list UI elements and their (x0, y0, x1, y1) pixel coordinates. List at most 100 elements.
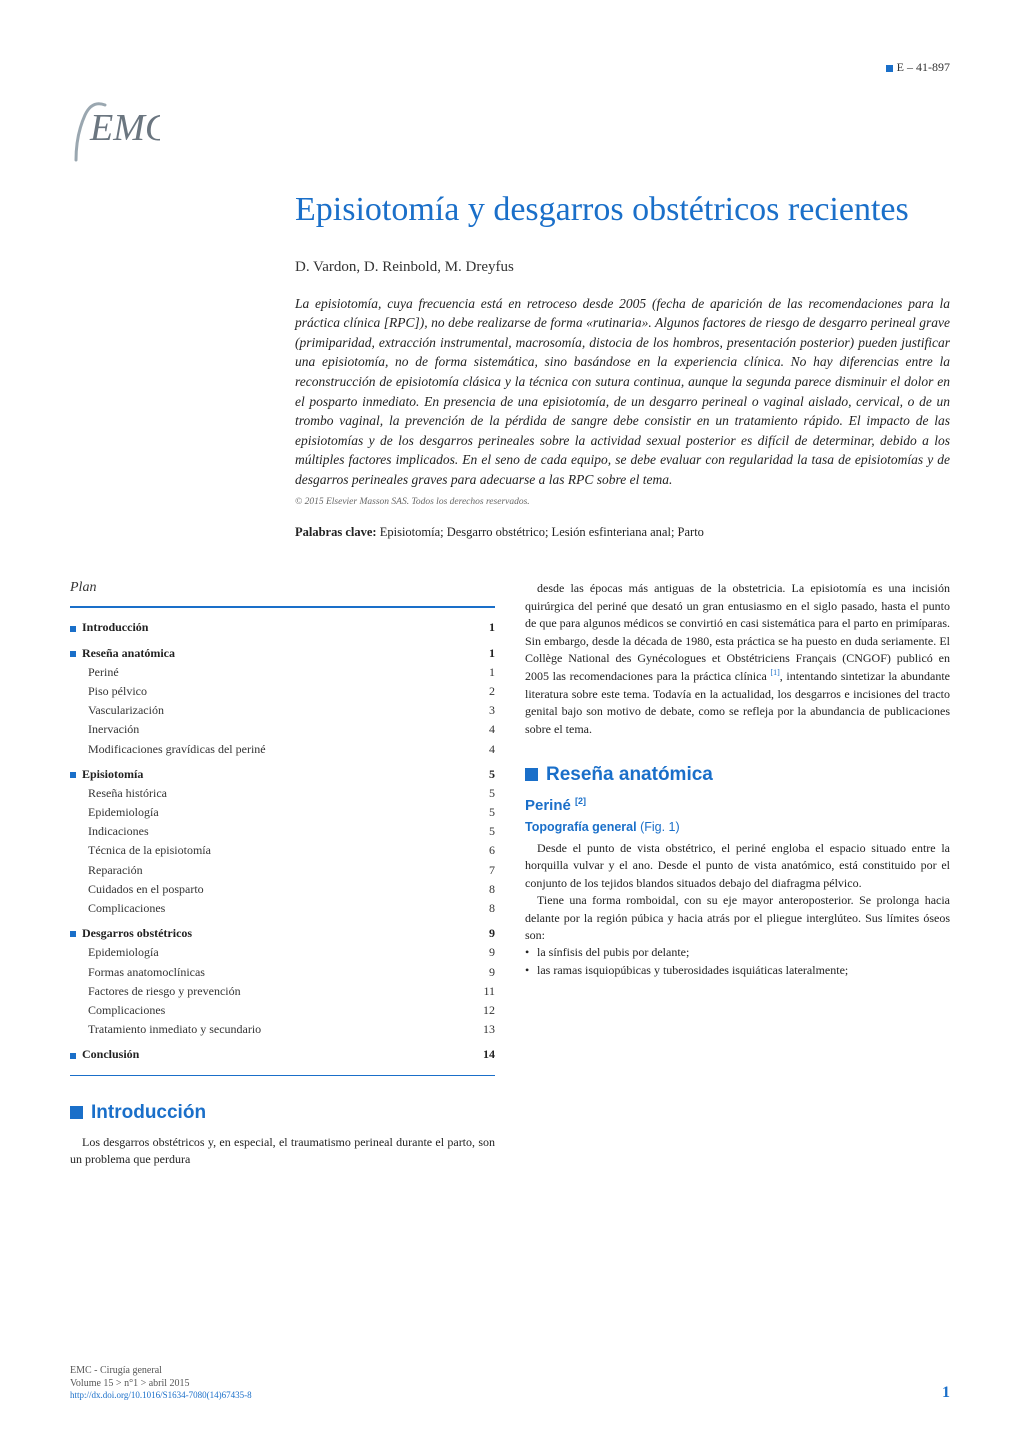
plan-item: Factores de riesgo y prevención 11 (70, 982, 495, 1001)
plan-item: Epidemiología 5 (70, 803, 495, 822)
page-footer: EMC - Cirugía general Volume 15 > n°1 > … (70, 1364, 950, 1402)
left-column: Plan Introducción1Reseña anatómica1Perin… (70, 580, 495, 1168)
perine-heading: Periné [2] (525, 796, 950, 814)
plan-item-page: 9 (489, 963, 495, 982)
intro-heading: Introducción (70, 1102, 495, 1124)
plan-item-label: Técnica de la episiotomía (88, 841, 211, 860)
plan-item-page: 5 (489, 803, 495, 822)
plan-item: Modificaciones gravídicas del periné4 (70, 740, 495, 759)
plan-item: Reparación7 (70, 861, 495, 880)
plan-item-label: Indicaciones (88, 822, 149, 841)
right-column: desde las épocas más antiguas de la obst… (525, 580, 950, 1168)
header-square-icon (886, 65, 893, 72)
emc-logo: EMC (70, 90, 160, 170)
abstract: La episiotomía, cuya frecuencia está en … (295, 294, 950, 490)
resena-heading-text: Reseña anatómica (546, 764, 713, 785)
intro-p1: Los desgarros obstétricos y, en especial… (70, 1134, 495, 1169)
plan-item: Epidemiología 9 (70, 943, 495, 962)
keywords-line: Palabras clave: Episiotomía; Desgarro ob… (295, 525, 950, 540)
plan-item-page: 1 (489, 618, 495, 637)
topo-p2: Tiene una forma romboidal, con su eje ma… (525, 892, 950, 944)
plan-item-label: Reseña anatómica (70, 644, 175, 663)
keywords-text: Episiotomía; Desgarro obstétrico; Lesión… (380, 525, 704, 539)
plan-item-label: Epidemiología (88, 803, 159, 822)
plan-item-label: Cuidados en el posparto (88, 880, 204, 899)
plan-item: Tratamiento inmediato y secundario13 (70, 1020, 495, 1039)
plan-square-icon (70, 1053, 76, 1059)
plan-item-page: 4 (489, 720, 495, 739)
plan-square-icon (70, 772, 76, 778)
topografia-body: Desde el punto de vista obstétrico, el p… (525, 840, 950, 944)
perine-heading-text: Periné (525, 797, 571, 814)
keywords-label: Palabras clave: (295, 525, 377, 539)
plan-item-page: 2 (489, 682, 495, 701)
plan-item-label: Formas anatomoclínicas (88, 963, 205, 982)
plan-rule-bottom (70, 1075, 495, 1076)
page-number: 1 (942, 1384, 950, 1402)
plan-item: Inervación4 (70, 720, 495, 739)
right-p1: desde las épocas más antiguas de la obst… (525, 580, 950, 738)
plan-rule-top (70, 606, 495, 608)
plan-item-page: 7 (489, 861, 495, 880)
plan-item: Conclusión 14 (70, 1045, 495, 1064)
plan-item-label: Complicaciones (88, 1001, 165, 1020)
plan-item-page: 11 (483, 982, 495, 1001)
topo-bullet-list: la sínfisis del pubis por delante;las ra… (525, 944, 950, 979)
plan-item-label: Epidemiología (88, 943, 159, 962)
plan-item: Complicaciones12 (70, 1001, 495, 1020)
authors: D. Vardon, D. Reinbold, M. Dreyfus (295, 259, 950, 276)
plan-item: Vascularización3 (70, 701, 495, 720)
plan-item: Indicaciones5 (70, 822, 495, 841)
plan-item-label: Factores de riesgo y prevención (88, 982, 241, 1001)
intro-body: Los desgarros obstétricos y, en especial… (70, 1134, 495, 1169)
plan-item: Piso pélvico2 (70, 682, 495, 701)
plan-list: Introducción1Reseña anatómica1Periné1Pis… (70, 618, 495, 1064)
plan-item-page: 5 (489, 765, 495, 784)
copyright: © 2015 Elsevier Masson SAS. Todos los de… (295, 497, 950, 507)
plan-item-label: Vascularización (88, 701, 164, 720)
resena-heading: Reseña anatómica (525, 764, 950, 786)
plan-item-page: 1 (489, 644, 495, 663)
two-column-body: Plan Introducción1Reseña anatómica1Perin… (70, 580, 950, 1168)
plan-item: Complicaciones8 (70, 899, 495, 918)
plan-item-page: 14 (483, 1045, 495, 1064)
plan-item: Formas anatomoclínicas 9 (70, 963, 495, 982)
plan-square-icon (70, 931, 76, 937)
right-body-1: desde las épocas más antiguas de la obst… (525, 580, 950, 738)
plan-item-page: 9 (489, 943, 495, 962)
intro-heading-text: Introducción (91, 1102, 206, 1123)
plan-item-label: Reseña histórica (88, 784, 167, 803)
plan-item-label: Complicaciones (88, 899, 165, 918)
plan-item: Cuidados en el posparto 8 (70, 880, 495, 899)
plan-item-page: 1 (489, 663, 495, 682)
plan-item: Desgarros obstétricos9 (70, 924, 495, 943)
plan-item-label: Conclusión (70, 1045, 139, 1064)
header-code: E – 41-897 (886, 60, 950, 75)
plan-item: Reseña anatómica 1 (70, 644, 495, 663)
topografia-heading: Topografía general (Fig. 1) (525, 820, 950, 834)
plan-item-label: Tratamiento inmediato y secundario (88, 1020, 261, 1039)
ref-1: [1] (770, 668, 779, 677)
svg-text:EMC: EMC (89, 107, 160, 149)
topo-p1: Desde el punto de vista obstétrico, el p… (525, 840, 950, 892)
plan-item-label: Desgarros obstétricos (70, 924, 192, 943)
list-item: las ramas isquiopúbicas y tuberosidades … (525, 962, 950, 979)
footer-doi[interactable]: http://dx.doi.org/10.1016/S1634-7080(14)… (70, 1390, 252, 1402)
plan-item-label: Introducción (70, 618, 148, 637)
plan-item-label: Episiotomía (70, 765, 143, 784)
list-item: la sínfisis del pubis por delante; (525, 944, 950, 961)
topografia-heading-text: Topografía general (525, 820, 637, 834)
plan-square-icon (70, 626, 76, 632)
plan-item: Reseña histórica 5 (70, 784, 495, 803)
plan-item-page: 8 (489, 880, 495, 899)
section-square-icon (70, 1106, 83, 1119)
plan-item: Periné1 (70, 663, 495, 682)
plan-item: Episiotomía 5 (70, 765, 495, 784)
footer-left: EMC - Cirugía general Volume 15 > n°1 > … (70, 1364, 252, 1402)
footer-volume: Volume 15 > n°1 > abril 2015 (70, 1377, 252, 1390)
ref-2: [2] (575, 796, 586, 806)
plan-item-page: 4 (489, 740, 495, 759)
header-code-text: E – 41-897 (897, 60, 950, 74)
plan-heading: Plan (70, 580, 495, 596)
plan-item-page: 5 (489, 784, 495, 803)
